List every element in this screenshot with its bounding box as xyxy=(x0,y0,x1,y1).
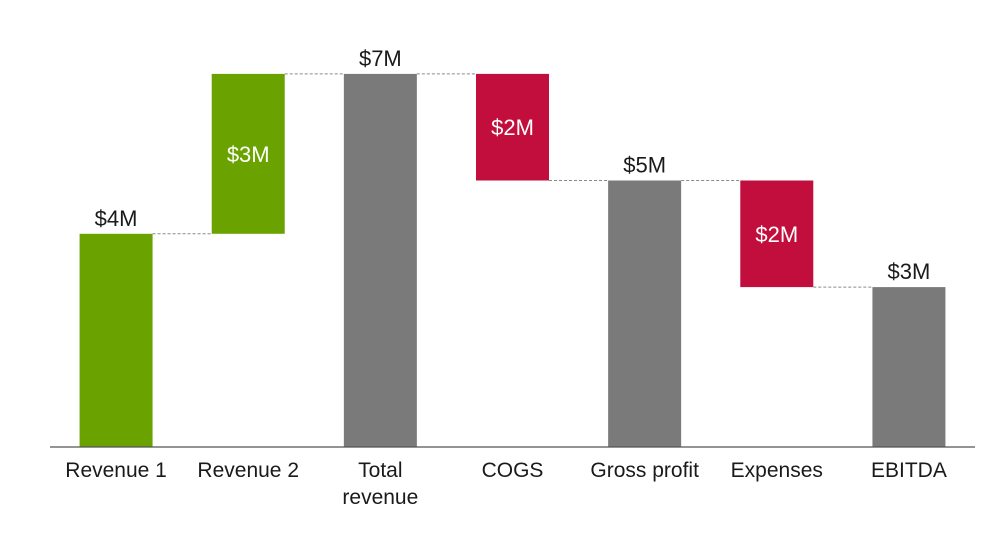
category-labels: Revenue 1 Revenue 2 Total revenue COGS Gross … xyxy=(65,459,947,509)
category-label-revenue-2: Revenue 2 xyxy=(197,459,299,482)
category-label-ebitda: EBITDA xyxy=(871,459,947,482)
value-label-cogs: $2M xyxy=(491,115,534,140)
category-label-revenue-1: Revenue 1 xyxy=(65,459,167,482)
bar-cogs xyxy=(476,73,549,181)
value-labels: $4M $3M $7M $2M $5M $2M $3M xyxy=(95,46,931,284)
value-label-revenue-1: $4M xyxy=(95,206,138,231)
value-label-expenses: $2M xyxy=(755,222,798,247)
value-label-ebitda: $3M xyxy=(888,259,931,284)
category-label-gross-profit: Gross profit xyxy=(590,459,699,482)
bar-revenue-1 xyxy=(79,233,153,447)
bar-ebitda xyxy=(872,287,946,447)
bar-expenses xyxy=(740,180,814,288)
value-label-gross-profit: $5M xyxy=(623,153,666,178)
bars xyxy=(79,73,946,448)
bar-gross-profit xyxy=(608,180,682,447)
value-label-revenue-2: $3M xyxy=(227,142,270,167)
bar-revenue-2 xyxy=(211,73,285,234)
category-label-expenses: Expenses xyxy=(731,459,823,482)
value-label-total-revenue: $7M xyxy=(359,46,402,71)
category-label-total-revenue: Total revenue xyxy=(342,459,418,509)
category-label-cogs: COGS xyxy=(482,459,544,482)
bar-total-revenue xyxy=(343,73,417,448)
